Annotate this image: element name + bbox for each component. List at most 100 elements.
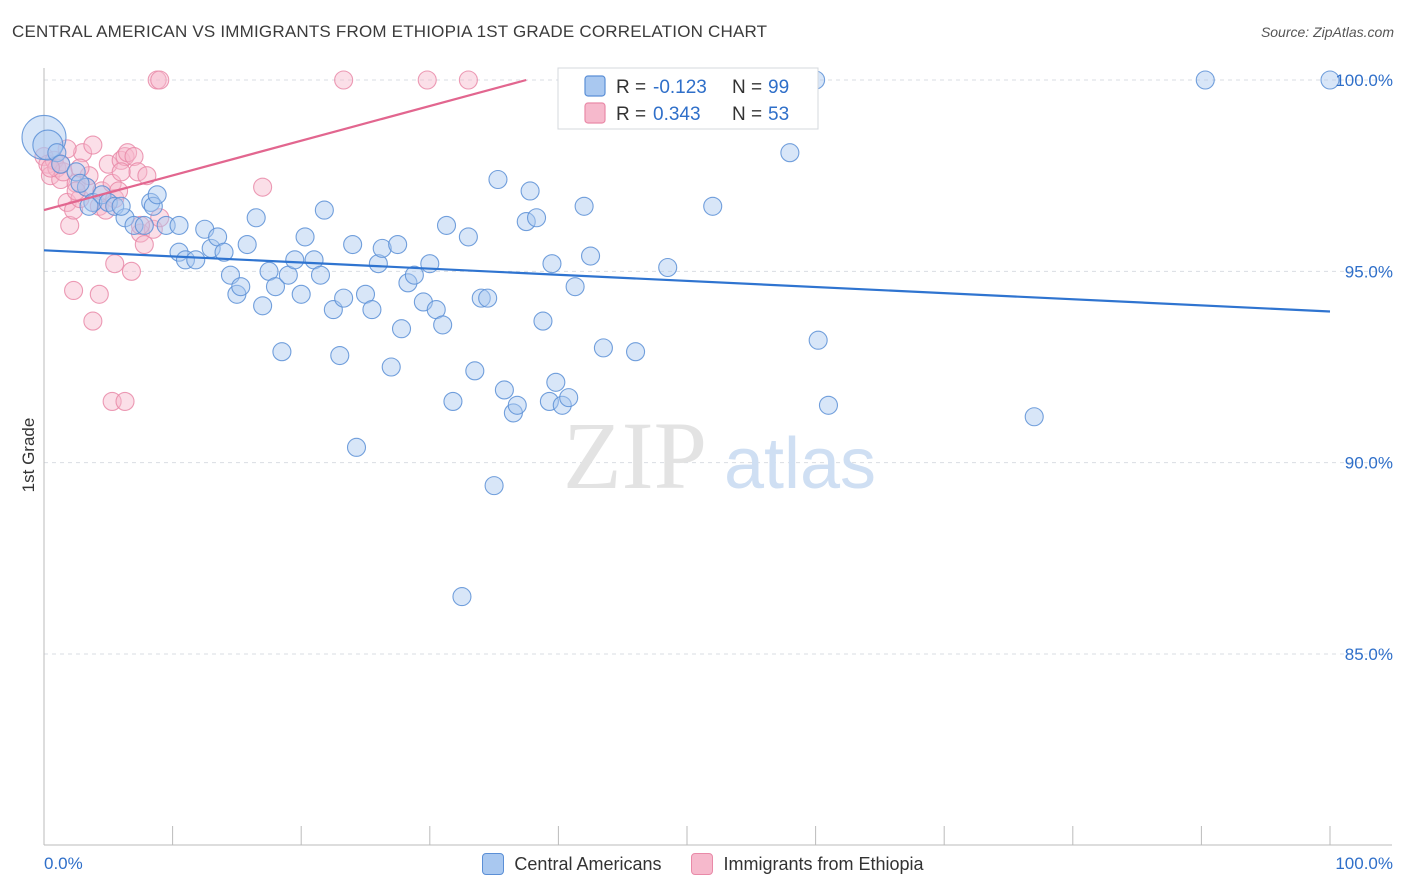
data-point	[60, 215, 80, 235]
data-point	[253, 296, 273, 316]
stats-n-label: N =	[732, 104, 762, 125]
data-point	[388, 234, 408, 255]
data-point	[381, 357, 401, 377]
data-point	[488, 169, 508, 190]
data-point	[231, 277, 251, 297]
data-point	[334, 288, 354, 308]
x-tick-label: 0.0%	[44, 854, 83, 873]
tick-labels: 100.0% 95.0% 90.0% 85.0% 0.0% 100.0%	[44, 71, 1393, 873]
data-point	[362, 300, 382, 320]
data-point	[169, 215, 189, 235]
data-point	[291, 284, 311, 304]
data-point	[546, 372, 566, 392]
stats-n-value: 99	[768, 77, 789, 98]
series-points-central-americans	[21, 70, 1340, 607]
trend-line-blue	[43, 249, 1331, 313]
data-point	[1195, 70, 1215, 90]
data-point	[368, 254, 388, 274]
stats-n-value: 53	[768, 104, 789, 125]
x-tick-label: 100.0%	[1335, 854, 1393, 873]
data-point	[516, 212, 536, 232]
data-point	[66, 162, 86, 182]
stats-r-value: 0.343	[653, 104, 701, 125]
legend-item-central-americans: Central Americans	[482, 853, 661, 875]
stats-n-label: N =	[732, 77, 762, 98]
watermark-zip: ZIP	[563, 402, 707, 509]
data-point	[593, 338, 613, 358]
data-point	[520, 181, 540, 201]
legend-label-central-americans: Central Americans	[514, 853, 662, 874]
data-point	[246, 208, 266, 228]
stats-r-label: R =	[616, 77, 646, 98]
data-point	[47, 143, 67, 163]
stats-box: R = -0.123 N = 99 R = 0.343 N = 53	[557, 67, 819, 130]
data-point	[1024, 407, 1044, 427]
data-point	[83, 311, 103, 331]
data-point	[433, 315, 453, 335]
data-point	[150, 208, 170, 228]
data-point	[465, 361, 485, 381]
data-point	[124, 146, 144, 167]
stats-r-value: -0.123	[653, 77, 707, 98]
data-point	[111, 150, 131, 170]
data-point	[70, 158, 90, 178]
y-tick-label: 90.0%	[1345, 454, 1393, 473]
data-point	[494, 380, 514, 400]
data-point	[484, 476, 504, 496]
series-points-ethiopia	[34, 70, 478, 411]
data-point	[89, 284, 109, 304]
data-point	[1320, 70, 1340, 90]
data-point	[237, 234, 257, 255]
legend-label-ethiopia: Immigrants from Ethiopia	[723, 853, 924, 874]
data-point	[542, 254, 562, 274]
data-point	[143, 196, 163, 216]
stats-swatch-blue	[584, 75, 606, 97]
data-point	[124, 215, 144, 235]
data-point	[111, 162, 131, 182]
data-point	[121, 261, 141, 281]
trend-line-pink	[43, 78, 527, 212]
data-point	[51, 154, 71, 174]
data-point	[436, 215, 457, 235]
data-point	[565, 277, 585, 297]
data-point	[507, 395, 527, 415]
chart-title: CENTRAL AMERICAN VS IMMIGRANTS FROM ETHI…	[12, 22, 768, 41]
data-point	[452, 587, 472, 607]
data-point	[295, 227, 315, 247]
data-point	[417, 70, 437, 90]
data-point	[73, 143, 93, 163]
stats-r-label: R =	[616, 104, 646, 125]
data-point	[186, 250, 206, 270]
data-point	[70, 173, 90, 193]
data-point	[808, 330, 828, 350]
data-point	[330, 345, 350, 366]
data-point	[32, 129, 64, 161]
source-label: Source: ZipAtlas.com	[1260, 24, 1394, 40]
data-point	[214, 242, 234, 262]
data-point	[64, 280, 84, 301]
data-point	[703, 196, 723, 216]
watermark-atlas: atlas	[724, 424, 876, 504]
data-point	[533, 311, 553, 331]
data-point	[626, 342, 646, 362]
data-point	[574, 196, 594, 216]
data-point	[346, 437, 367, 457]
data-point	[310, 265, 331, 285]
data-point	[105, 254, 125, 274]
data-point	[559, 388, 579, 408]
axes	[43, 68, 1392, 846]
data-point	[478, 288, 498, 308]
data-point	[147, 185, 167, 205]
data-point	[391, 319, 412, 339]
y-tick-label: 85.0%	[1345, 645, 1393, 664]
legend: Central Americans Immigrants from Ethiop…	[0, 850, 1406, 878]
data-point	[175, 250, 196, 270]
data-point	[398, 273, 418, 293]
data-point	[458, 70, 478, 90]
data-point	[253, 177, 273, 197]
data-point	[134, 234, 154, 255]
data-point	[83, 135, 103, 155]
data-point	[314, 200, 334, 220]
data-point	[372, 238, 392, 258]
data-point	[285, 250, 305, 270]
